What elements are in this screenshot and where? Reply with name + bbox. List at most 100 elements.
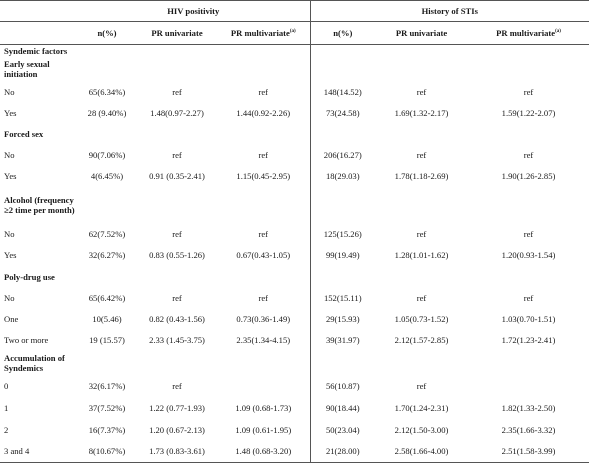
row-label-cell: No [4,293,15,303]
pr-multi-sti-cell: ref [523,87,534,97]
section-early: Early sexual initiation [4,59,50,79]
pr-uni-sti-cell: ref [416,150,427,160]
pr-multi-sti-cell: 1.20(0.93-1.54) [501,250,556,260]
row-label-cell: No [4,87,15,97]
table-row: 0 32(6.17%) ref 56(10.87) ref [0,374,589,397]
section-poly: Poly-drug use [4,271,55,282]
n-hiv-cell: 19 (15.57) [89,335,125,345]
n-sti-cell: 39(31.97) [309,329,376,351]
pr-uni-sti-cell: 1.70(1.24-2.31) [394,402,449,413]
empty-cell [77,187,310,224]
pr-multi-sti-cell: 1.90(1.26-2.85) [501,171,556,181]
n-sti-cell: 99(19.49) [309,244,376,266]
section-forced: Forced sex [4,129,44,139]
table-row: Yes 32(6.27%) 0.83 (0.55-1.26) 0.67(0.43-1.… [0,244,589,266]
pr-uni-sti-cell: ref [416,229,427,239]
pr-multi-hiv-cell: 1.44(0.92-2.26) [236,108,291,118]
pr-multi-sti-cell [468,375,589,397]
table-row: 2 16(7.37%) 1.20 (0.67-2.13) 1.09 (0.61-1.9… [0,418,589,441]
group-header-row: HIV positivity History of STIs [0,0,589,22]
n-sti-cell: 90(18.44) [309,396,376,419]
n-hiv-cell: 90(7.06%) [88,150,126,160]
col-pr-multi-label: PR multivariate [496,28,556,38]
section-syndemic: Syndemic factors [4,45,68,56]
n-hiv-cell: 28 (9.40%) [87,108,127,118]
pr-uni-sti-cell: 1.69(1.32-2.17) [394,108,449,118]
pr-uni-sti-cell: 1.05(0.73-1.52) [394,314,449,324]
pr-multi-sti-cell: ref [523,293,534,303]
table-row: No 65(6.34%) ref ref 148(14.52) ref ref [0,81,589,103]
col-pr-multi-hiv: PR multivariate(a) [217,21,311,45]
col-pr-multi-sup: (a) [289,29,296,35]
pr-uni-hiv-cell: ref [172,87,182,97]
pr-uni-hiv-cell: 2.33 (1.45-3.75) [149,335,205,345]
pr-multi-sti-cell: ref [523,150,534,160]
empty-cell [309,265,589,288]
n-sti-cell: 29(15.93) [309,308,376,330]
pr-multi-hiv-cell: 0.73(0.36-1.49) [236,314,291,324]
row-label-cell: Two or more [4,335,49,345]
group-sti-header: History of STIs [309,0,589,22]
pr-uni-hiv-cell: 0.91 (0.35-2.41) [149,171,205,181]
n-hiv-cell: 32(6.17%) [88,380,126,391]
n-sti-cell: 73(24.58) [309,102,376,124]
pr-multi-sti-cell: 1.82(1.33-2.50) [501,402,556,413]
table-row: One 10(5.46) 0.82 (0.43-1.56) 0.73(0.36-1.4… [0,308,589,330]
col-pr-multi-sti: PR multivariate(a) [468,21,589,45]
empty-cell [77,351,310,375]
col-pr-uni-sti: PR univariate [375,21,469,45]
n-sti-cell: 56(10.87) [309,374,376,397]
pr-multi-hiv-cell: 1.09 (0.68-1.73) [235,402,292,413]
table-row: 3 and 4 8(10.67%) 1.73 (0.83-3.61) 1.48 (0.… [0,440,589,463]
empty-corner [0,21,77,45]
pr-multi-sti-cell: 1.03(0.70-1.51) [501,314,556,324]
pr-multi-sti-cell: 2.51(1.58-3.99) [468,440,589,463]
empty-cell [309,123,589,145]
pr-uni-sti-cell: 1.78(1.18-2.69) [394,171,449,181]
col-pr-multi-label: PR multivariate [230,28,290,38]
pr-uni-sti-cell: 2.12(1.57-2.85) [394,335,449,345]
row-label-cell: Yes [4,250,17,260]
row-label-cell: Yes [4,171,17,181]
empty-cell [77,57,310,82]
table-row: No 65(6.42%) ref ref 152(15.11) ref ref [0,287,589,309]
pr-multi-hiv-cell: ref [258,150,269,160]
row-label-cell: 3 and 4 [0,440,77,463]
section-row: Forced sex [0,123,589,145]
pr-uni-hiv-cell: 1.22 (0.77-1.93) [149,402,205,413]
row-label-cell: One [4,314,19,324]
n-hiv-cell: 10(5.46) [92,314,122,324]
pr-multi-hiv-cell: 1.09 (0.61-1.95) [235,424,292,435]
col-pr-uni-hiv: PR univariate [137,21,217,45]
n-sti-cell: 21(28.00) [309,440,376,463]
pr-uni-sti-cell: 2.12(1.50-3.00) [394,424,449,435]
row-label-cell: Yes [4,108,17,118]
n-hiv-cell: 65(6.34%) [88,87,126,97]
pr-multi-hiv-cell: 2.35(1.34-4.15) [236,335,291,345]
pr-uni-hiv-cell: 0.83 (0.55-1.26) [149,250,205,260]
pr-uni-hiv-cell: ref [172,380,182,391]
empty-corner [0,0,77,22]
section-accum: Accumulation of Syndemics [4,352,65,373]
section-row: Alcohol (frequency ≥2 time per month) [0,186,589,224]
column-header-row: n(%) PR univariate PR multivariate(a) n(… [0,21,589,45]
pr-uni-hiv-cell: 0.82 (0.43-1.56) [149,314,205,324]
row-label-cell: No [4,229,15,239]
table-row: No 90(7.06%) ref ref 206(16.27) ref ref [0,144,589,166]
n-sti-cell: 206(16.27) [309,144,376,166]
group-hiv-header: HIV positivity [77,0,311,22]
n-hiv-cell: 62(7.52%) [88,229,126,239]
pr-uni-hiv-cell: ref [172,229,182,239]
n-sti-cell: 125(15.26) [309,223,376,245]
empty-cell [309,56,589,82]
n-hiv-cell: 32(6.27%) [88,250,126,260]
pr-uni-sti-cell: ref [416,293,427,303]
table-row: Two or more 19 (15.57) 2.33 (1.45-3.75) 2.3… [0,329,589,351]
row-label-cell: 0 [4,380,9,391]
row-label-cell: No [4,150,15,160]
empty-cell [309,186,589,224]
section-row: Accumulation of Syndemics [0,350,589,375]
n-hiv-cell: 37(7.52%) [88,402,126,413]
n-sti-cell: 152(15.11) [309,287,376,309]
